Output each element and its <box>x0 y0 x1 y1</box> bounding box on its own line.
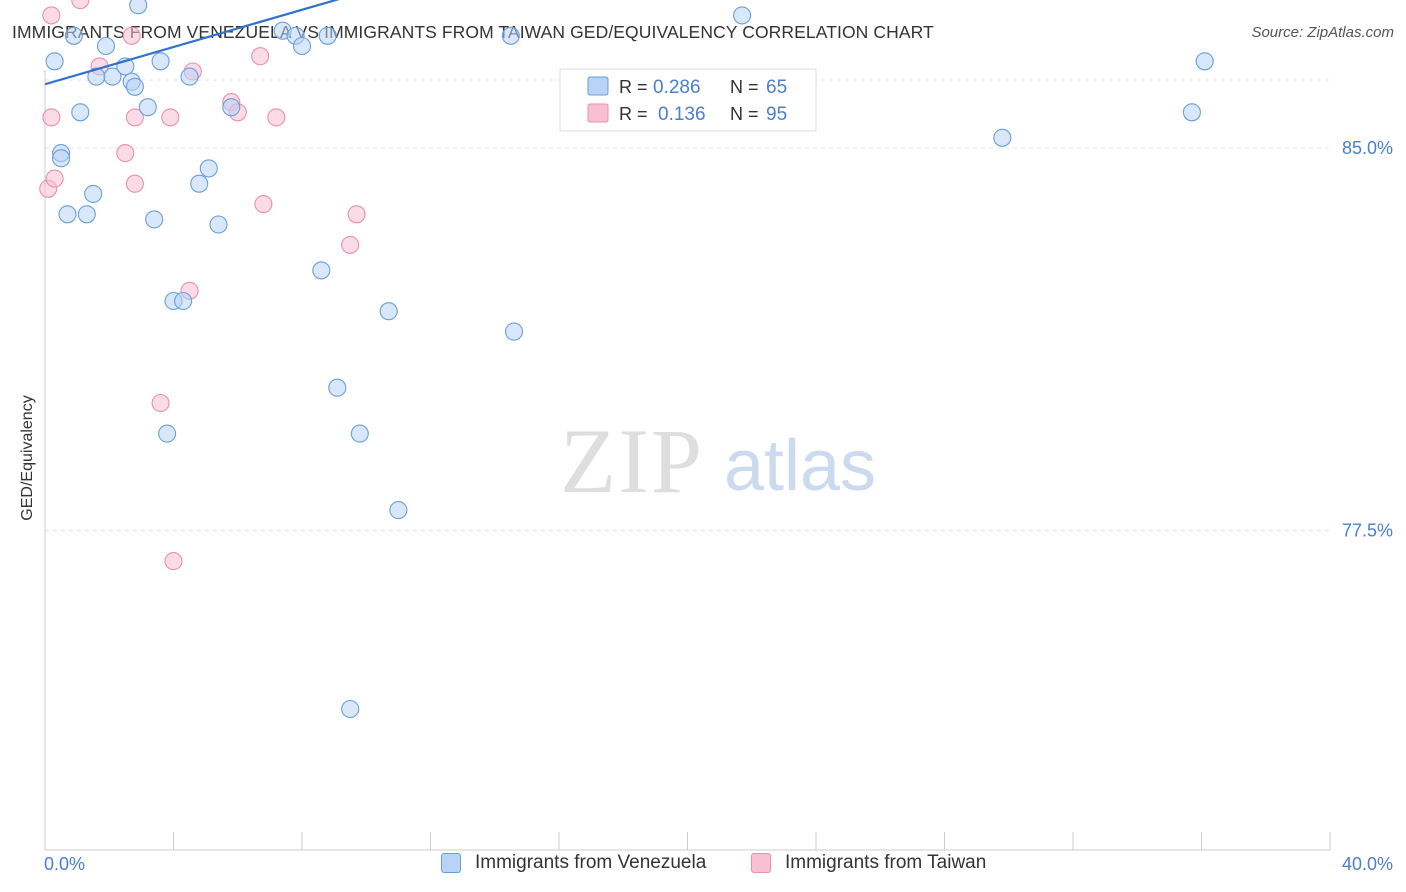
venezuela-point-62 <box>1182 103 1201 122</box>
taiwan-point-82 <box>267 108 286 127</box>
venezuela-point-4 <box>64 26 83 45</box>
taiwan-point-3 <box>45 169 64 188</box>
venezuela-point-53 <box>501 26 520 45</box>
venezuela-point-16 <box>138 98 157 117</box>
taiwan-point-41 <box>122 26 141 45</box>
taiwan-point-78 <box>254 195 273 214</box>
venezuela-point-24 <box>190 174 209 193</box>
legend-n-value-venezuela: 65 <box>766 77 787 98</box>
watermark-zip: ZIP <box>560 410 704 512</box>
legend-swatch-venezuela-bottom <box>441 853 461 873</box>
venezuela-point-42 <box>328 378 347 397</box>
y-tick-labels: 77.5%85.0%92.5%100.0% <box>1342 138 1393 541</box>
legend-label-taiwan: Immigrants from Taiwan <box>785 852 987 873</box>
taiwan-point-2 <box>42 108 61 127</box>
venezuela-point-49 <box>389 501 408 520</box>
venezuela-point-5 <box>71 103 90 122</box>
taiwan-point-89 <box>341 235 360 254</box>
x-tick-labels: 0.0% 40.0% <box>44 854 1393 874</box>
venezuela-point-18 <box>151 52 170 71</box>
taiwan-point-53 <box>151 393 170 413</box>
legend-r-label-venezuela: R = <box>619 77 648 97</box>
taiwan-point-43 <box>125 108 144 127</box>
legend-label-venezuela: Immigrants from Venezuela <box>475 852 707 873</box>
venezuela-point-48 <box>379 302 398 321</box>
venezuela-point-63 <box>1195 52 1214 71</box>
y-tick-label-1: 85.0% <box>1342 138 1393 158</box>
legend-n-label-taiwan: N = <box>730 104 759 124</box>
taiwan-point-37 <box>116 144 135 163</box>
venezuela-point-26 <box>199 159 218 178</box>
legend-item-venezuela[interactable]: Immigrants from Venezuela <box>441 852 706 874</box>
venezuela-point-14 <box>125 77 144 96</box>
taiwan-point-16 <box>71 0 90 10</box>
x-tick-label-1: 40.0% <box>1342 854 1393 874</box>
venezuela-point-2 <box>52 149 71 168</box>
venezuela-point-23 <box>180 67 199 86</box>
venezuela-point-60 <box>733 6 752 25</box>
legend-r-value-venezuela: 0.286 <box>653 77 701 98</box>
watermark-atlas: atlas <box>724 426 876 506</box>
correlation-legend: R = 0.286 N = 65 R = 0.136 N = 95 <box>559 68 817 132</box>
venezuela-point-29 <box>222 98 241 117</box>
venezuela-point-0 <box>45 52 64 71</box>
legend-n-label-venezuela: N = <box>730 77 759 97</box>
venezuela-point-38 <box>292 36 312 56</box>
taiwan-point-57 <box>161 108 180 127</box>
trend-lines <box>44 0 340 86</box>
series-venezuela-points <box>45 0 1214 719</box>
legend-swatch-taiwan <box>587 103 609 123</box>
venezuela-point-40 <box>312 261 331 280</box>
legend-item-taiwan[interactable]: Immigrants from Taiwan <box>751 852 986 874</box>
legend-swatch-taiwan-bottom <box>751 853 771 873</box>
y-tick-label-0: 77.5% <box>1342 521 1393 541</box>
venezuela-point-28 <box>209 215 228 234</box>
venezuela-point-7 <box>84 184 103 203</box>
x-tick-label-0: 0.0% <box>44 854 85 874</box>
venezuela-point-54 <box>504 322 524 341</box>
venezuela-point-17 <box>145 210 164 229</box>
taiwan-point-76 <box>251 47 270 66</box>
source-label: Source: ZipAtlas.com <box>1251 24 1394 41</box>
venezuela-point-41 <box>318 26 337 45</box>
series-legend: Immigrants from Venezuela Immigrants fro… <box>0 850 1406 880</box>
venezuela-point-19 <box>158 424 177 443</box>
legend-r-label-taiwan: R = <box>619 104 648 124</box>
taiwan-point-1 <box>42 6 61 25</box>
taiwan-point-42 <box>125 174 144 193</box>
venezuela-point-22 <box>174 291 193 311</box>
venezuela-point-10 <box>103 67 122 86</box>
watermark: ZIP atlas <box>560 410 876 512</box>
venezuela-point-61 <box>993 128 1012 147</box>
venezuela-point-3 <box>58 205 77 224</box>
axes <box>44 70 1331 851</box>
trend-line-venezuela <box>44 0 340 86</box>
venezuela-point-15 <box>129 0 148 15</box>
legend-r-value-taiwan: 0.136 <box>658 104 706 125</box>
venezuela-point-9 <box>96 36 116 56</box>
taiwan-point-58 <box>164 552 183 571</box>
venezuela-point-44 <box>341 699 360 719</box>
venezuela-point-45 <box>350 424 369 443</box>
legend-n-value-taiwan: 95 <box>766 104 787 125</box>
legend-swatch-venezuela <box>587 76 609 96</box>
taiwan-point-90 <box>347 205 366 224</box>
y-axis-label: GED/Equivalency <box>19 395 36 520</box>
venezuela-point-6 <box>77 205 96 224</box>
